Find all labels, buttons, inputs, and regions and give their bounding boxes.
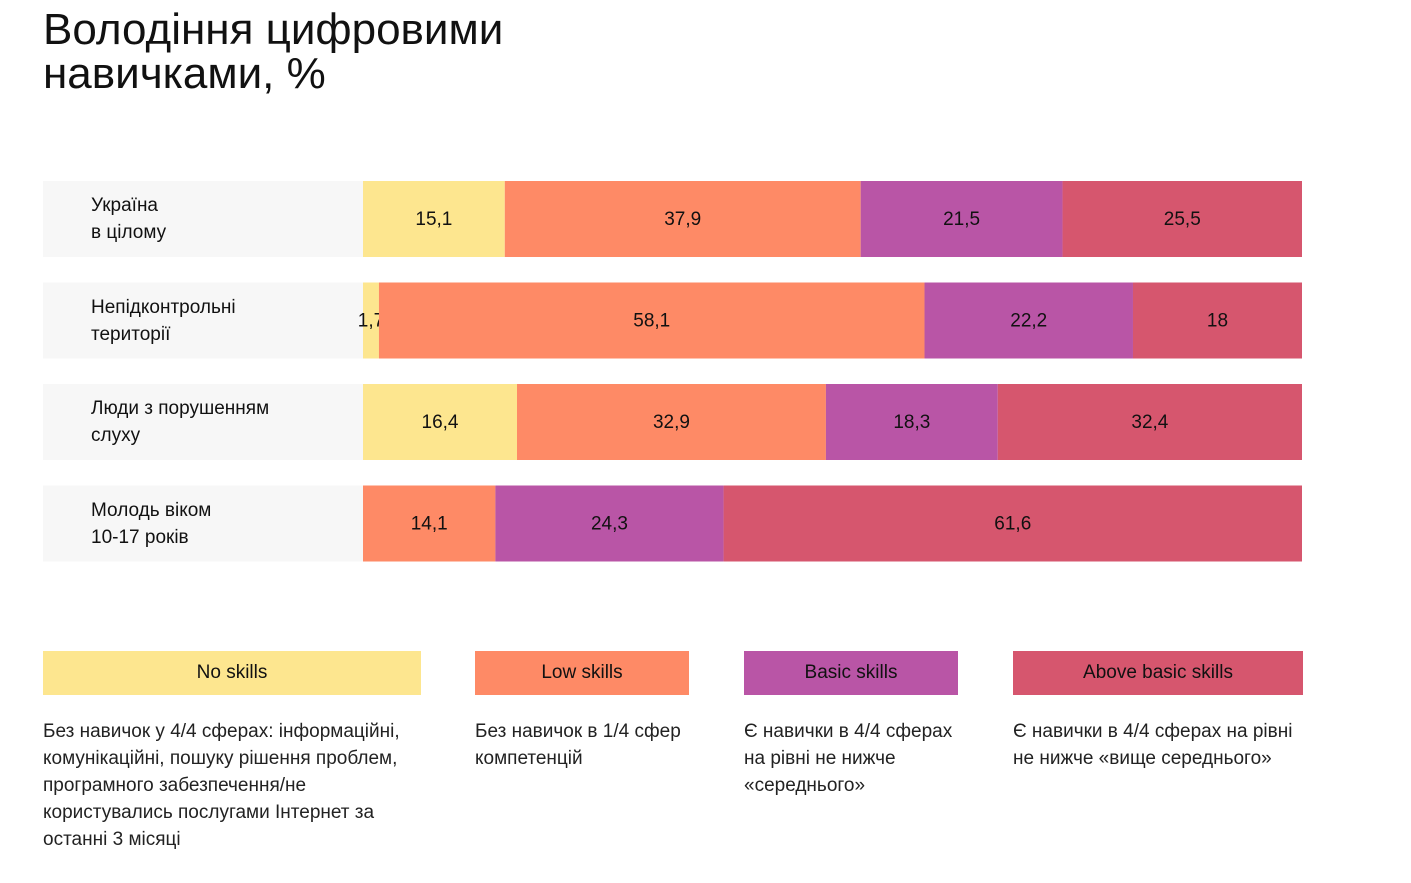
legend-item: Low skills xyxy=(475,651,689,695)
category-label-line: Україна xyxy=(91,195,159,216)
value-label: 58,1 xyxy=(633,311,670,332)
legend-item: Basic skills xyxy=(744,651,958,695)
category-label: Непідконтрольні території xyxy=(91,294,236,348)
bar-segment xyxy=(723,485,1302,562)
bar-segment xyxy=(516,384,826,460)
category-label: Люди з порушенням слуху xyxy=(91,395,269,449)
bar-segment xyxy=(495,485,724,562)
value-label: 16,4 xyxy=(422,412,459,433)
chart-title: Володіння цифровими навичками, % xyxy=(43,5,504,98)
legend-item: Above basic skills xyxy=(1013,651,1303,695)
row-label-panel xyxy=(43,181,363,257)
row-label-panel xyxy=(43,384,363,460)
value-label: 1,7 xyxy=(358,311,384,332)
bar-segment xyxy=(924,282,1133,359)
value-label: 24,3 xyxy=(591,514,628,535)
bar-segment xyxy=(363,485,496,562)
legend-description: Є навички в 4/4 сферах на рівні не нижче… xyxy=(1013,721,1293,769)
category-label-line: Непідконтрольні xyxy=(91,296,236,318)
bar-segment xyxy=(363,181,505,257)
category-label-line: 10-17 років xyxy=(91,526,189,548)
value-label: 37,9 xyxy=(664,209,701,230)
category-label-line: території xyxy=(91,323,171,345)
bar-segment xyxy=(1132,282,1302,359)
bar-segment xyxy=(363,282,379,359)
bar-segment xyxy=(504,181,861,257)
value-label: 18 xyxy=(1207,311,1228,332)
bar-segment xyxy=(825,384,998,460)
bar-segment xyxy=(997,384,1302,460)
category-label-line: Молодь віком xyxy=(91,499,212,521)
bar-segment xyxy=(860,181,1063,257)
bar-segment xyxy=(1062,181,1302,257)
value-label: 25,5 xyxy=(1164,209,1201,230)
category-label-line: Люди з порушенням xyxy=(91,398,270,419)
legend-item: No skills xyxy=(43,651,421,695)
value-label: 32,9 xyxy=(653,412,690,433)
bar-segment xyxy=(378,282,925,359)
value-label: 18,3 xyxy=(893,412,930,433)
value-label: 22,2 xyxy=(1010,311,1047,332)
row-label-panel xyxy=(43,282,363,359)
value-label: 14,1 xyxy=(411,514,448,535)
value-label: 15,1 xyxy=(415,209,452,230)
bar-segment xyxy=(363,384,517,460)
value-label: 32,4 xyxy=(1131,412,1168,433)
category-label: Молодь віком 10-17 років xyxy=(91,497,211,551)
category-label-line: слуху xyxy=(91,425,141,446)
row-label-panel xyxy=(43,485,363,562)
category-label-line: в цілому xyxy=(91,222,167,243)
category-label: Україна в цілому xyxy=(91,192,166,246)
legend-description: Є навички в 4/4 сферах на рівні не нижче… xyxy=(744,721,953,796)
legend-description: Без навичок в 1/4 сфер компетенцій xyxy=(475,721,681,769)
value-label: 61,6 xyxy=(994,514,1031,535)
value-label: 21,5 xyxy=(943,209,980,230)
legend-description: Без навичок у 4/4 сферах: інформаційні, … xyxy=(43,721,400,850)
